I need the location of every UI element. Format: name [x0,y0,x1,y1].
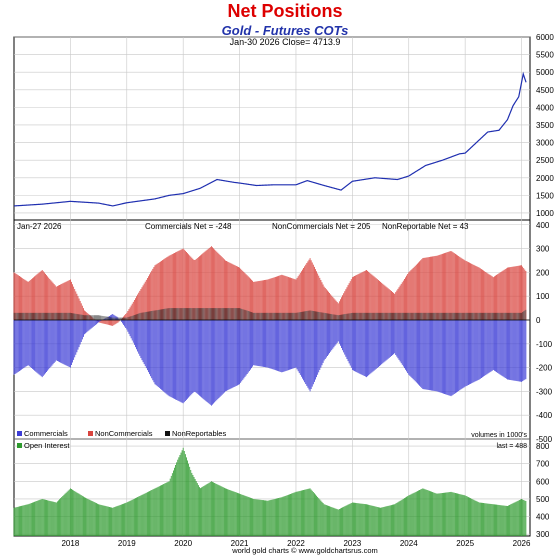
x-tick-label: 2024 [400,539,418,548]
price-y-tick-label: 3000 [536,139,554,148]
price-y-tick-label: 6000 [536,33,554,42]
noncommercials-net-label: NonCommercials Net = 205 [272,222,371,231]
legend-label-nonreportables: NonReportables [172,429,226,438]
oi-y-tick-label: 700 [536,460,550,469]
net-y-tick-label: -400 [536,411,553,420]
net-y-tick-label: -500 [536,435,553,444]
legend-swatch-nonreportables [165,431,170,436]
net-y-tick-label: -100 [536,340,553,349]
price-y-tick-label: 2500 [536,156,554,165]
price-y-tick-label: 3500 [536,121,554,130]
nonreportable-net-label: NonReportable Net = 43 [382,222,469,231]
legend-swatch-noncommercials [88,431,93,436]
price-y-tick-label: 4500 [536,86,554,95]
x-tick-label: 2018 [61,539,79,548]
chart-title: Net Positions [227,1,342,21]
legend-swatch-commercials [17,431,22,436]
x-tick-label: 2025 [456,539,474,548]
oi-y-tick-label: 400 [536,513,550,522]
net-y-tick-label: 200 [536,268,550,277]
oi-last-label: last = 488 [496,443,527,450]
x-tick-label: 2022 [287,539,305,548]
oi-y-tick-label: 600 [536,477,550,486]
price-y-tick-label: 5000 [536,68,554,77]
net-y-tick-label: 400 [536,221,550,230]
oi-y-tick-label: 800 [536,442,550,451]
footer-credit: world gold charts © www.goldchartsrus.co… [231,546,378,555]
price-y-tick-label: 4000 [536,103,554,112]
legend-label-noncommercials: NonCommercials [95,429,153,438]
x-tick-label: 2019 [118,539,136,548]
net-y-tick-label: -300 [536,387,553,396]
price-y-tick-label: 1000 [536,209,554,218]
x-tick-label: 2023 [343,539,361,548]
oi-y-tick-label: 500 [536,495,550,504]
net-y-tick-label: 0 [536,316,541,325]
legend-label-open-interest: Open Interest [24,441,70,450]
price-y-tick-label: 1500 [536,191,554,200]
net-date-label: Jan-27 2026 [17,222,62,231]
gold-price-line [13,71,527,207]
x-tick-label: 2021 [231,539,249,548]
net-y-tick-label: -200 [536,364,553,373]
net-y-tick-label: 100 [536,292,550,301]
price-y-tick-label: 5500 [536,51,554,60]
chart-subtitle: Gold - Futures COTs [222,23,349,38]
net-y-tick-label: 300 [536,245,550,254]
commercials-net-label: Commercials Net = -248 [145,222,232,231]
legend-swatch-open-interest [17,443,22,448]
x-tick-label: 2020 [174,539,192,548]
price-panel-frame [13,36,531,221]
x-tick-label: 2026 [513,539,531,548]
volumes-note: volumes in 1000's [471,432,527,439]
oi-y-tick-label: 300 [536,530,550,539]
price-y-tick-label: 2000 [536,174,554,183]
legend-label-commercials: Commercials [24,429,68,438]
price-info: Jan-30 2026 Close= 4713.9 [230,37,341,47]
